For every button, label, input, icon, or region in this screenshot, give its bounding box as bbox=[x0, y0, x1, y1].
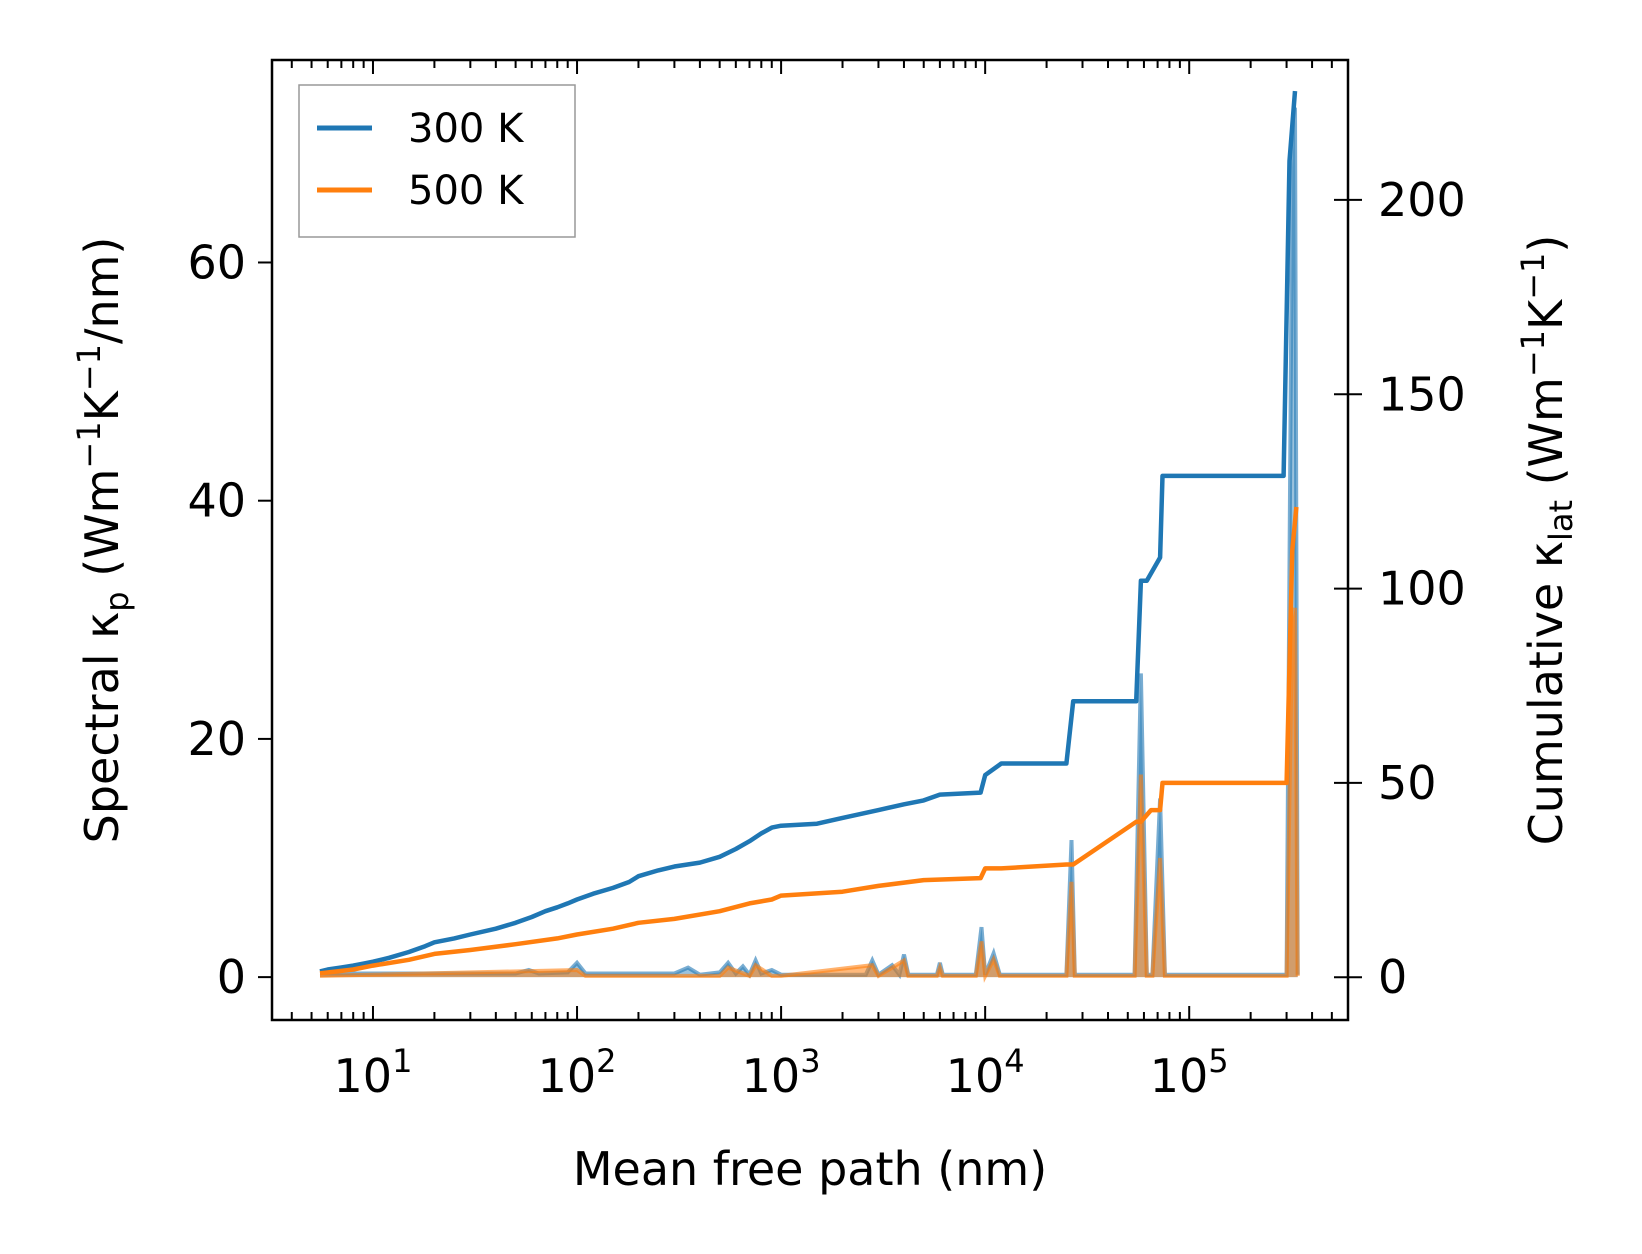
x-tick-label-base: 10 bbox=[946, 1049, 1005, 1103]
left-y-axis-label: Spectral κp (Wm−1K−1/nm) bbox=[70, 237, 136, 844]
left-y-label-sup1: −1 bbox=[70, 421, 108, 468]
spectral-line-3 bbox=[319, 607, 1300, 983]
x-tick-label-exp: 2 bbox=[596, 1042, 616, 1080]
plot-frame bbox=[270, 58, 1350, 1022]
spectral-area-2 bbox=[320, 107, 1298, 978]
left-y-label-post: /nm) bbox=[75, 237, 129, 344]
right-y-tick-label: 50 bbox=[1378, 756, 1437, 810]
x-axis-label: Mean free path (nm) bbox=[573, 1142, 1047, 1196]
right-y-tick-label: 150 bbox=[1378, 367, 1466, 421]
right-y-label-sub: lat bbox=[1542, 500, 1580, 541]
cumulative-line-500k bbox=[319, 506, 1299, 976]
left-y-label-pre: Spectral κ bbox=[75, 612, 129, 844]
legend-label-300k: 300 K bbox=[408, 106, 525, 152]
right-y-axis-label: Cumulative κlat (Wm−1K−1) bbox=[1514, 235, 1580, 846]
left-y-tick-label: 40 bbox=[187, 474, 246, 528]
right-y-tick-label: 100 bbox=[1378, 562, 1466, 616]
left-y-label-sub: p bbox=[98, 591, 136, 611]
right-y-tick-label: 0 bbox=[1378, 950, 1407, 1004]
x-tick-label: 105 bbox=[1150, 1042, 1229, 1103]
x-tick-label-base: 10 bbox=[334, 1049, 393, 1103]
spectral-area-3 bbox=[320, 607, 1298, 978]
right-y-label-pre: Cumulative κ bbox=[1519, 541, 1573, 845]
spectral-series-layer bbox=[319, 107, 1300, 983]
plot-area bbox=[319, 90, 1300, 983]
right-y-label-sup1: −1 bbox=[1514, 330, 1552, 377]
x-tick-label-exp: 3 bbox=[800, 1042, 820, 1080]
left-y-label-sup2: −1 bbox=[70, 344, 108, 391]
right-y-label-mid2: K bbox=[1519, 298, 1573, 330]
left-y-tick-label: 60 bbox=[187, 235, 246, 289]
left-y-label-mid: (Wm bbox=[75, 469, 129, 592]
x-tick-label: 102 bbox=[538, 1042, 617, 1103]
left-y-label-mid2: K bbox=[75, 389, 129, 421]
x-tick-label-exp: 5 bbox=[1208, 1042, 1228, 1080]
cumulative-series-layer bbox=[319, 90, 1299, 976]
left-y-tick-label: 20 bbox=[187, 712, 246, 766]
x-tick-label: 103 bbox=[742, 1042, 821, 1103]
right-y-label-sup2: −1 bbox=[1514, 253, 1552, 300]
x-tick-label-base: 10 bbox=[1150, 1049, 1209, 1103]
legend-label-500k: 500 K bbox=[408, 168, 525, 214]
right-y-tick-label: 200 bbox=[1378, 173, 1466, 227]
left-y-tick-label: 0 bbox=[217, 950, 246, 1004]
x-tick-label-exp: 1 bbox=[392, 1042, 412, 1080]
right-y-label-post: ) bbox=[1519, 235, 1573, 253]
right-y-label-mid: (Wm bbox=[1519, 377, 1573, 500]
left-y-axis: 0 20 40 60 bbox=[187, 235, 272, 1004]
x-axis: 101 102 103 104 105 bbox=[290, 60, 1349, 1103]
x-tick-label: 104 bbox=[946, 1042, 1025, 1103]
legend-box bbox=[298, 84, 576, 238]
right-y-axis: 0 50 100 150 200 bbox=[1334, 173, 1466, 1004]
x-tick-label-base: 10 bbox=[742, 1049, 801, 1103]
cumulative-line-300k bbox=[319, 90, 1298, 974]
legend: 300 K 500 K bbox=[298, 84, 576, 238]
x-tick-label-base: 10 bbox=[538, 1049, 597, 1103]
x-tick-label: 101 bbox=[334, 1042, 413, 1103]
x-tick-label-exp: 4 bbox=[1004, 1042, 1024, 1080]
